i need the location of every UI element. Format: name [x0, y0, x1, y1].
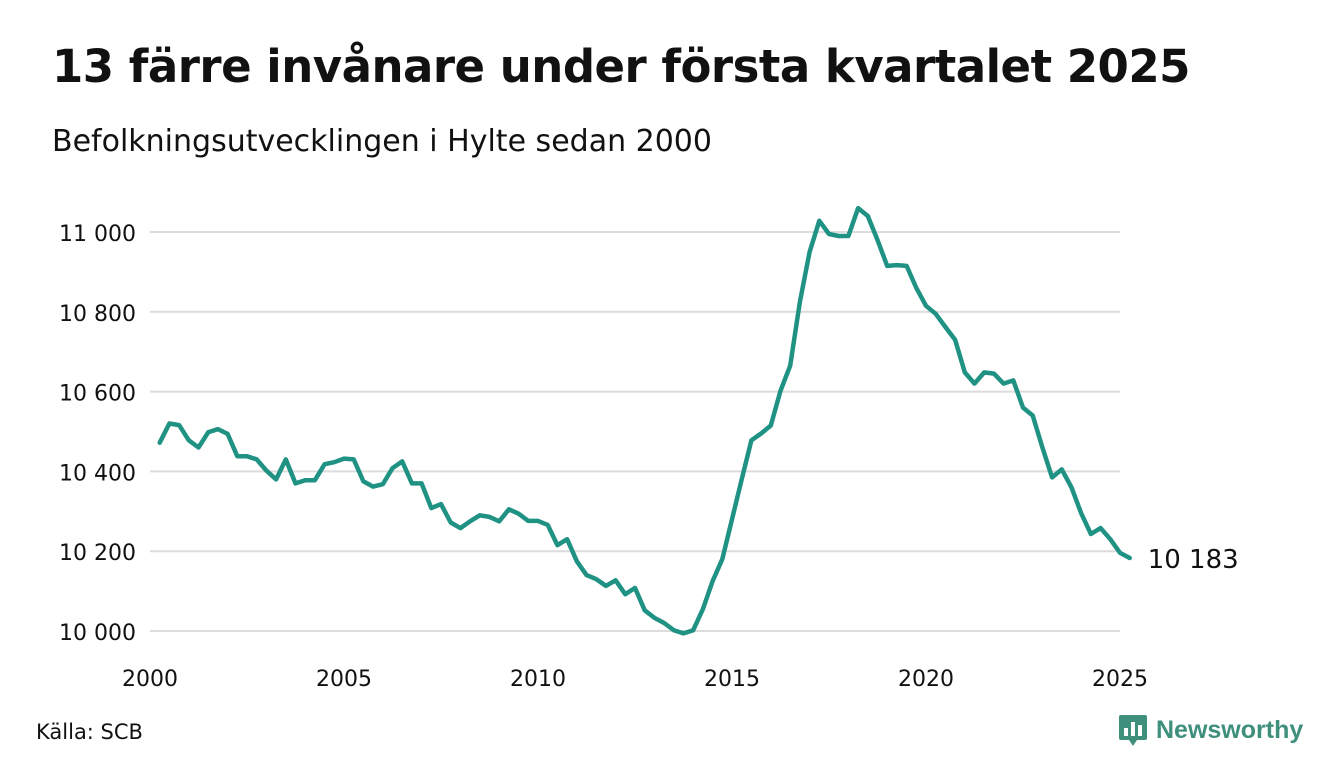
y-tick-label: 10 600 [59, 382, 136, 407]
brand-name: Newsworthy [1156, 715, 1304, 744]
source-note: Källa: SCB [36, 720, 143, 744]
x-tick-label: 2005 [316, 667, 372, 692]
y-tick-label: 10 200 [59, 541, 136, 566]
y-axis-tick-labels: 10 000 10 200 10 400 10 600 10 800 11 000 [59, 222, 136, 646]
series-line [157, 205, 1132, 636]
chart-subtitle: Befolkningsutvecklingen i Hylte sedan 20… [52, 124, 712, 159]
newsworthy-icon [1119, 715, 1147, 746]
y-tick-label: 10 800 [59, 302, 136, 327]
end-value-label-group: 10 183 [1148, 545, 1239, 575]
y-tick-label: 10 400 [59, 461, 136, 486]
end-value-label: 10 183 [1148, 545, 1239, 575]
x-tick-label: 2015 [704, 667, 760, 692]
y-tick-label: 11 000 [59, 222, 136, 247]
series-group [157, 205, 1132, 636]
x-tick-label: 2020 [898, 667, 954, 692]
brand-logo: Newsworthy [1118, 713, 1303, 747]
x-tick-label: 2010 [510, 667, 566, 692]
x-tick-label: 2000 [122, 667, 178, 692]
chart-title: 13 färre invånare under första kvartalet… [52, 40, 1191, 93]
x-axis-tick-labels: 2000 2005 2010 2015 2020 2025 [122, 667, 1148, 692]
x-tick-label: 2025 [1092, 667, 1148, 692]
y-tick-label: 10 000 [59, 621, 136, 646]
gridlines [150, 231, 1120, 632]
